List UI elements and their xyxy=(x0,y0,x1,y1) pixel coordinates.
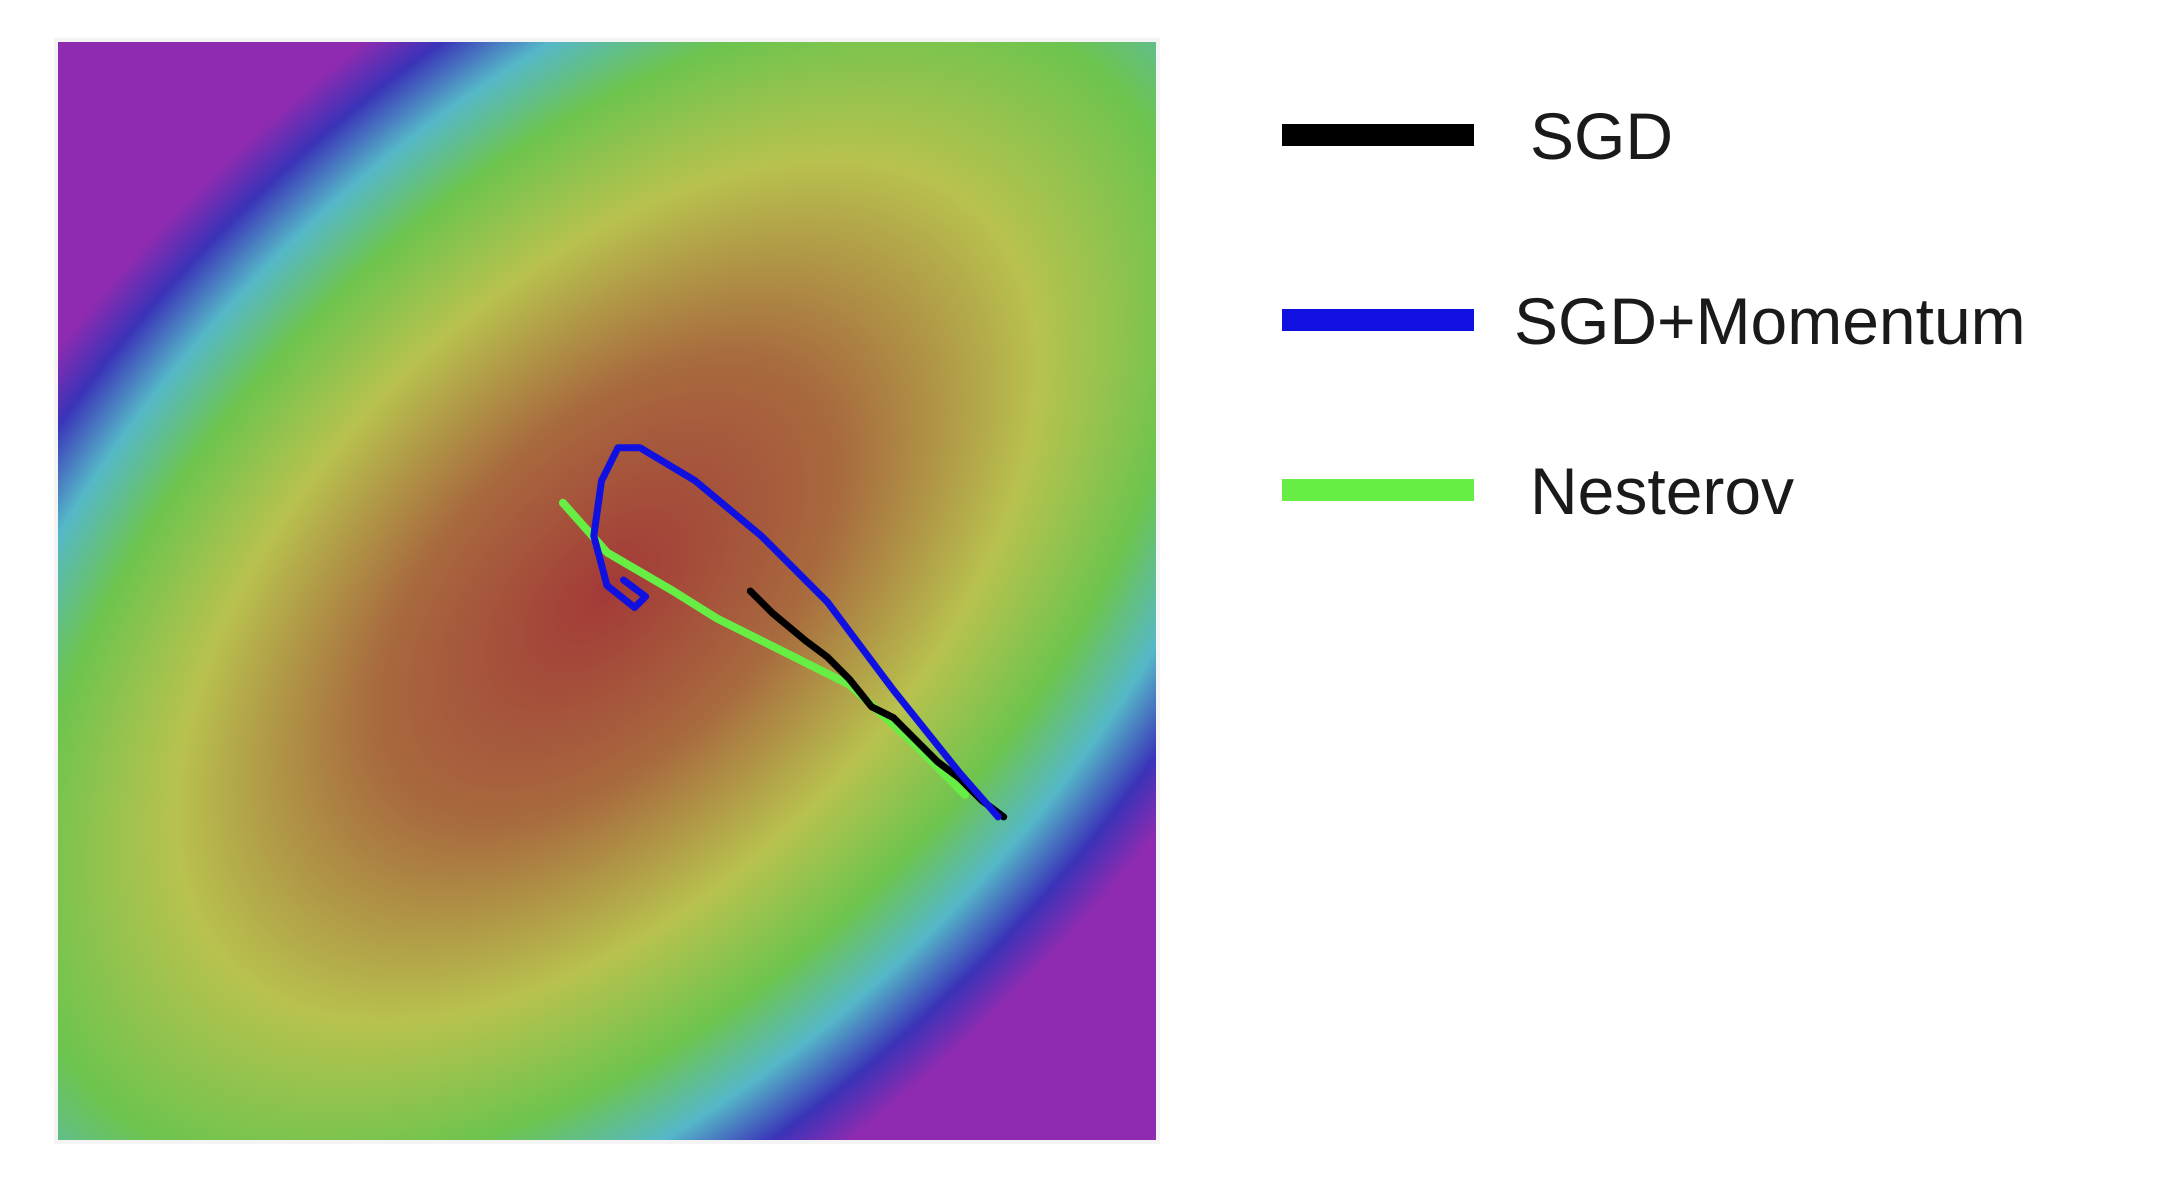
legend: SGD SGD+Momentum Nesterov xyxy=(1282,99,2026,528)
legend-label-sgd-momentum: SGD+Momentum xyxy=(1514,284,2026,358)
plot-frame xyxy=(54,38,1160,1144)
legend-entry-sgd: SGD xyxy=(1282,99,1673,173)
legend-label-sgd: SGD xyxy=(1530,99,1673,173)
legend-entry-sgd-momentum: SGD+Momentum xyxy=(1282,284,2026,358)
legend-label-nesterov: Nesterov xyxy=(1530,454,1794,528)
sgd-momentum-trajectory xyxy=(590,444,1002,821)
legend-swatch-sgd xyxy=(1282,124,1474,146)
trajectories xyxy=(558,444,1008,821)
plot-area xyxy=(54,38,1160,1144)
contour-background xyxy=(56,40,1158,1142)
legend-entry-nesterov: Nesterov xyxy=(1282,454,1794,528)
legend-swatch-sgd-momentum xyxy=(1282,309,1474,331)
nesterov-trajectory xyxy=(558,498,970,799)
legend-swatch-nesterov xyxy=(1282,479,1474,501)
